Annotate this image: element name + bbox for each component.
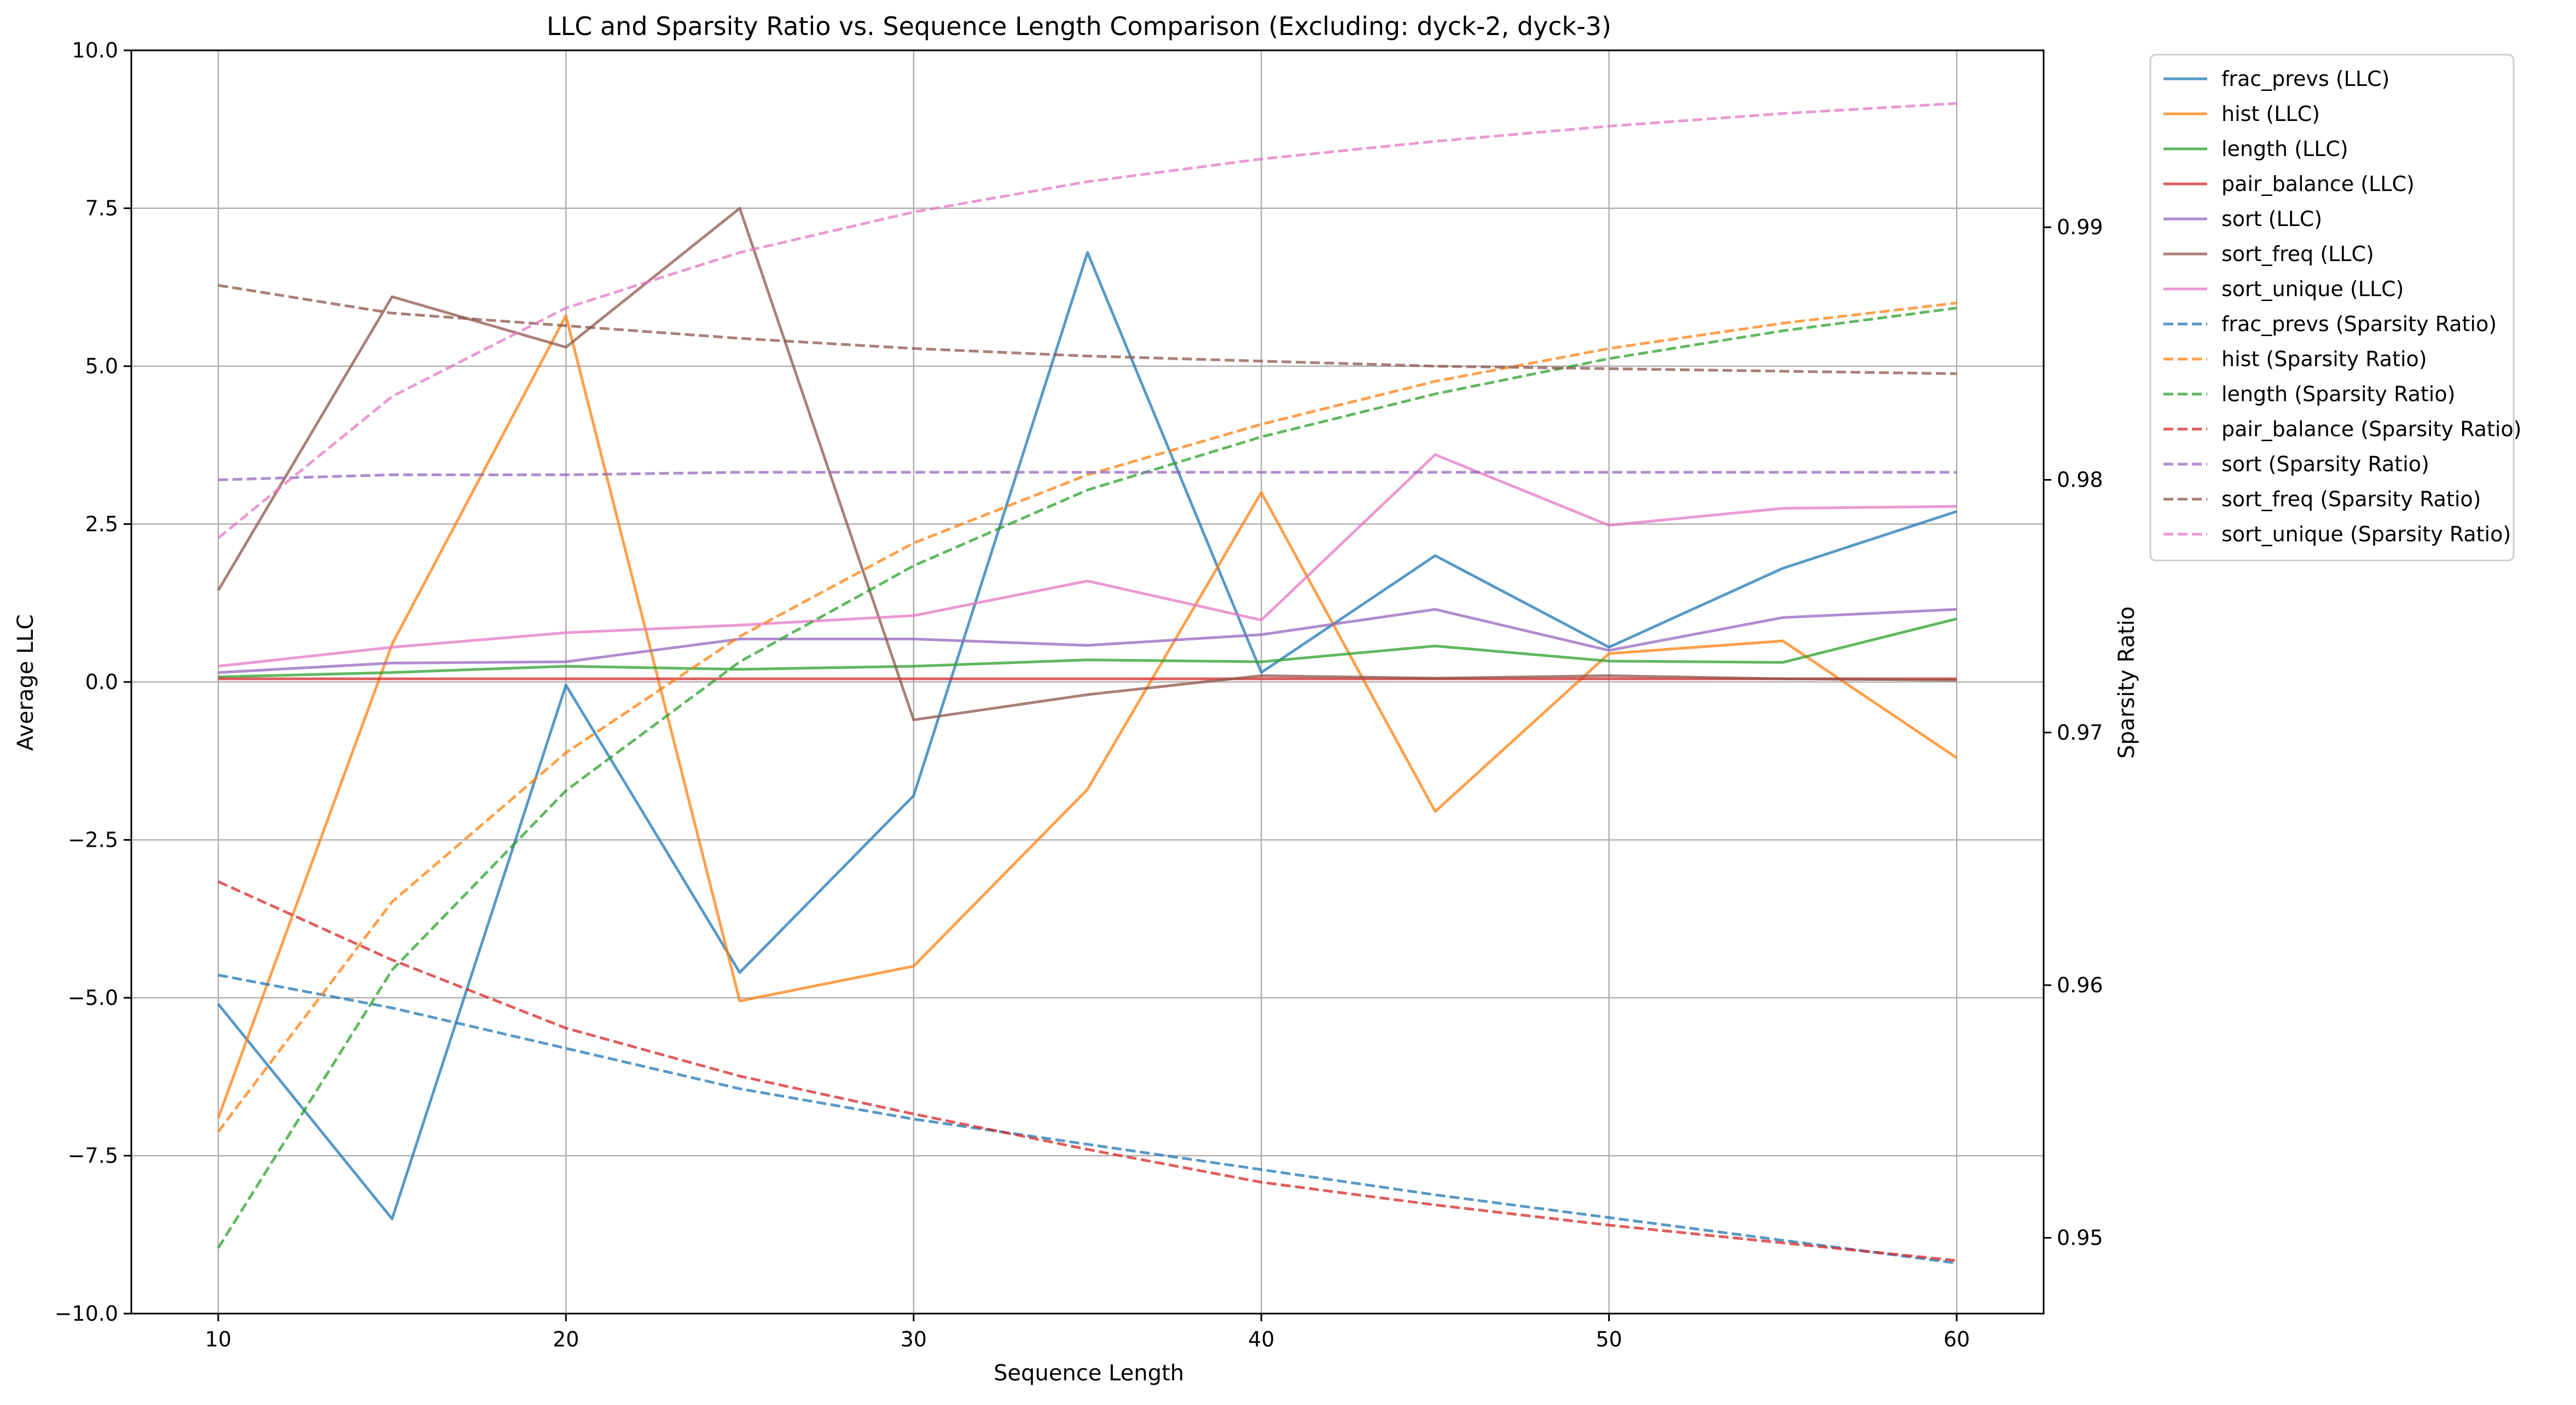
legend-label: hist (LLC) (2221, 102, 2320, 126)
x-tick-label: 40 (1248, 1327, 1274, 1351)
series-line-pair-balance-sparsity-ratio (217, 880, 1957, 1262)
y-tick-label: 7.5 (85, 196, 118, 221)
legend-label: pair_balance (LLC) (2221, 172, 2415, 196)
y-tick-label: 10.0 (72, 38, 118, 62)
legend-label: sort_unique (Sparsity Ratio) (2221, 522, 2511, 546)
y-tick-label: −2.5 (68, 828, 118, 852)
y-tick-label: 0.0 (85, 670, 118, 694)
x-tick-label: 60 (1943, 1327, 1970, 1351)
series-line-sort-unique-llc (218, 453, 1957, 668)
series-line-sort-sparsity-ratio (218, 471, 1957, 482)
series-line-length-sparsity-ratio (217, 307, 1957, 1249)
legend-label: length (LLC) (2221, 137, 2348, 161)
legend-label: length (Sparsity Ratio) (2221, 382, 2455, 406)
y2-tick-label: 0.95 (2057, 1226, 2103, 1250)
legend: frac_prevs (LLC) hist (LLC) length (LLC) pa… (2149, 54, 2521, 562)
y-tick-label: −7.5 (68, 1144, 118, 1168)
legend-label: sort_freq (LLC) (2221, 242, 2374, 266)
y-tick-label: 2.5 (85, 512, 118, 536)
legend-label: frac_prevs (LLC) (2221, 67, 2389, 91)
legend-label: sort (LLC) (2221, 207, 2322, 231)
series-layer (217, 102, 1958, 1265)
series-line-frac-prevs-sparsity-ratio (218, 974, 1957, 1265)
y-axis-right-ticks: 0.95 0.96 0.97 0.98 0.99 (2044, 215, 2103, 1250)
legend-label: sort_unique (LLC) (2221, 277, 2404, 301)
y-tick-label: −5.0 (68, 986, 118, 1010)
series-line-sort-unique-sparsity-ratio (217, 102, 1957, 539)
y2-axis-label: Sparsity Ratio (2114, 606, 2139, 759)
legend-label: frac_prevs (Sparsity Ratio) (2221, 312, 2497, 336)
legend-label: sort (Sparsity Ratio) (2221, 452, 2429, 476)
y-axis-label: Average LLC (13, 614, 38, 750)
series-line-sort-freq-llc (217, 207, 1957, 721)
x-tick-label: 30 (901, 1327, 927, 1351)
legend-label: pair_balance (Sparsity Ratio) (2221, 417, 2521, 441)
y-tick-label: 5.0 (85, 354, 118, 378)
x-tick-label: 20 (553, 1327, 579, 1351)
legend-label: hist (Sparsity Ratio) (2221, 347, 2427, 371)
legend-label: sort_freq (Sparsity Ratio) (2221, 487, 2481, 511)
chart-title: LLC and Sparsity Ratio vs. Sequence Leng… (547, 11, 1611, 41)
x-axis-ticks: 10 20 30 40 50 60 (205, 1314, 1970, 1351)
x-axis-label: Sequence Length (994, 1361, 1184, 1386)
x-tick-label: 10 (205, 1327, 231, 1351)
series-line-frac-prevs-llc (217, 251, 1957, 1221)
y-tick-label: −10.0 (55, 1302, 118, 1326)
y-axis-left-ticks: 10.0 7.5 5.0 2.5 0.0 −2.5 −5.0 −7.5 −10.0 (55, 38, 131, 1326)
y2-tick-label: 0.97 (2057, 720, 2103, 744)
x-tick-label: 50 (1596, 1327, 1622, 1351)
y2-tick-label: 0.98 (2057, 468, 2103, 492)
series-line-sort-llc (218, 608, 1957, 674)
y2-tick-label: 0.99 (2057, 215, 2103, 239)
series-line-hist-sparsity-ratio (217, 302, 1957, 1133)
series-line-hist-llc (217, 314, 1958, 1119)
series-line-length-llc (218, 617, 1957, 679)
series-line-sort-freq-sparsity-ratio (218, 284, 1957, 375)
legend-box (2149, 54, 2515, 562)
y2-tick-label: 0.96 (2057, 973, 2103, 997)
